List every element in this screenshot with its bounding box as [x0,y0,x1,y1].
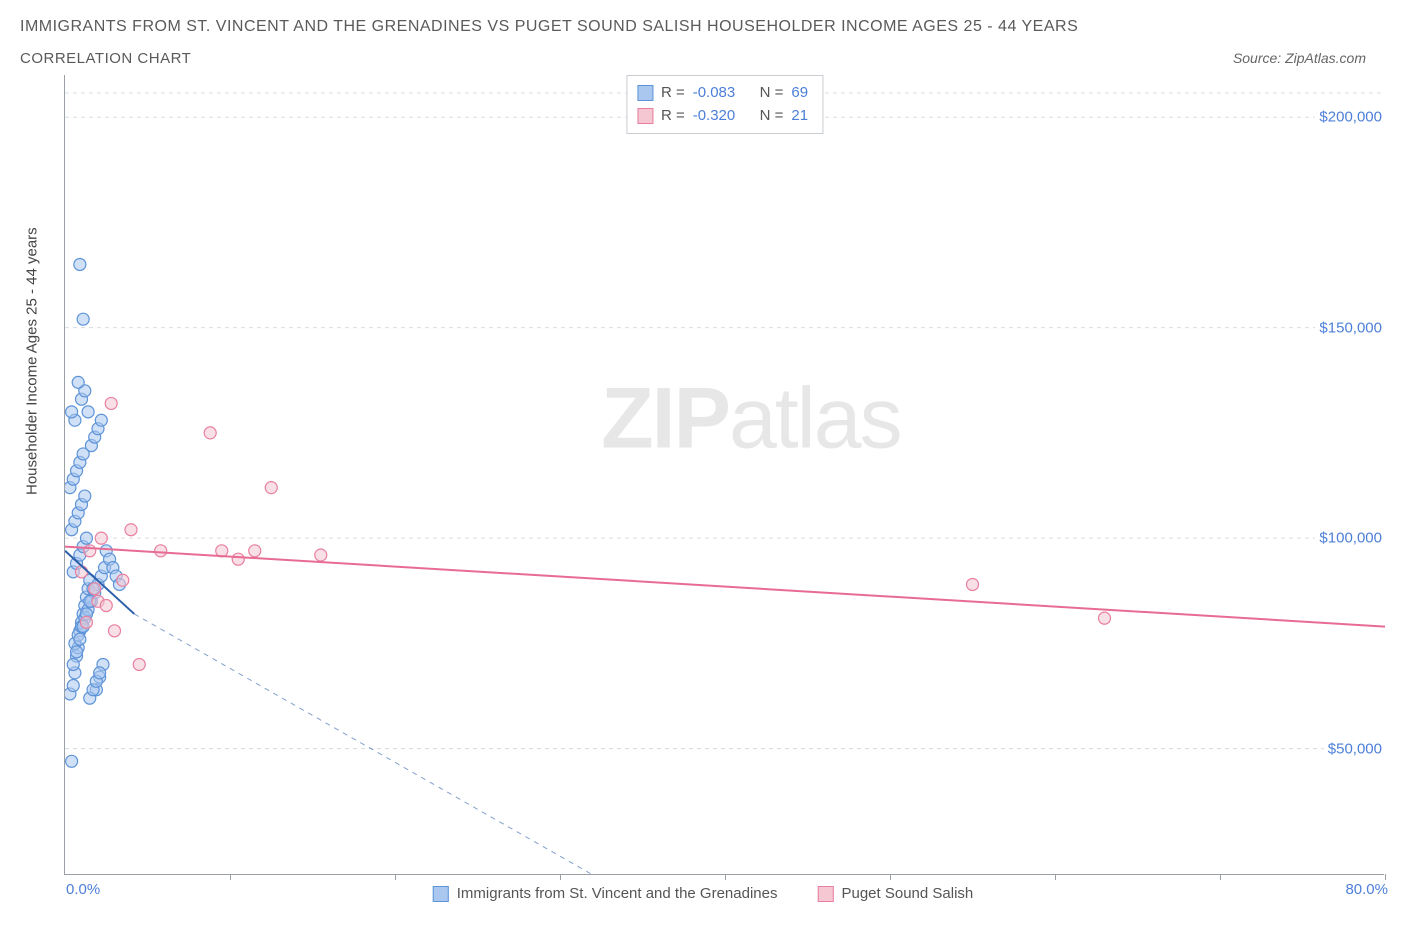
legend-n-blue: 69 [791,82,808,105]
plot-region: ZIPatlas R = -0.083 N = 69 R = -0.320 N … [64,75,1384,875]
x-axis-tick [1220,874,1221,880]
legend-row-pink: R = -0.320 N = 21 [637,105,808,128]
x-axis-label-max: 80.0% [1345,881,1388,898]
x-axis-tick [560,874,561,880]
y-axis-label: $200,000 [1315,109,1386,126]
trendlines-layer [65,75,1385,875]
legend-swatch-pink [637,108,653,124]
legend-r-pink: -0.320 [693,105,736,128]
y-axis-label: $50,000 [1324,740,1386,757]
series-legend: Immigrants from St. Vincent and the Gren… [433,885,973,902]
series-name-pink: Puget Sound Salish [841,885,973,902]
y-axis-label: $100,000 [1315,530,1386,547]
chart-subtitle: CORRELATION CHART [20,50,191,67]
series-legend-blue: Immigrants from St. Vincent and the Gren… [433,885,778,902]
source-label: Source: [1233,50,1281,66]
x-axis-label-min: 0.0% [66,881,100,898]
x-axis-tick [725,874,726,880]
series-swatch-pink [817,886,833,902]
series-name-blue: Immigrants from St. Vincent and the Gren… [457,885,778,902]
series-swatch-blue [433,886,449,902]
legend-r-blue: -0.083 [693,82,736,105]
x-axis-tick [890,874,891,880]
chart-header: IMMIGRANTS FROM ST. VINCENT AND THE GREN… [0,0,1406,67]
x-axis-tick [1385,874,1386,880]
source-name: ZipAtlas.com [1285,50,1366,66]
x-axis-tick [395,874,396,880]
legend-swatch-blue [637,85,653,101]
y-axis-title: Householder Income Ages 25 - 44 years [24,227,41,495]
x-axis-tick [230,874,231,880]
legend-n-pink: 21 [791,105,808,128]
legend-r-label2: R = [661,105,685,128]
series-legend-pink: Puget Sound Salish [817,885,973,902]
legend-r-label: R = [661,82,685,105]
chart-title: IMMIGRANTS FROM ST. VINCENT AND THE GREN… [20,18,1386,36]
y-axis-label: $150,000 [1315,319,1386,336]
legend-row-blue: R = -0.083 N = 69 [637,82,808,105]
source-attribution: Source: ZipAtlas.com [1233,50,1366,66]
correlation-legend: R = -0.083 N = 69 R = -0.320 N = 21 [626,75,823,134]
legend-n-label: N = [760,82,784,105]
legend-n-label2: N = [760,105,784,128]
x-axis-tick [1055,874,1056,880]
